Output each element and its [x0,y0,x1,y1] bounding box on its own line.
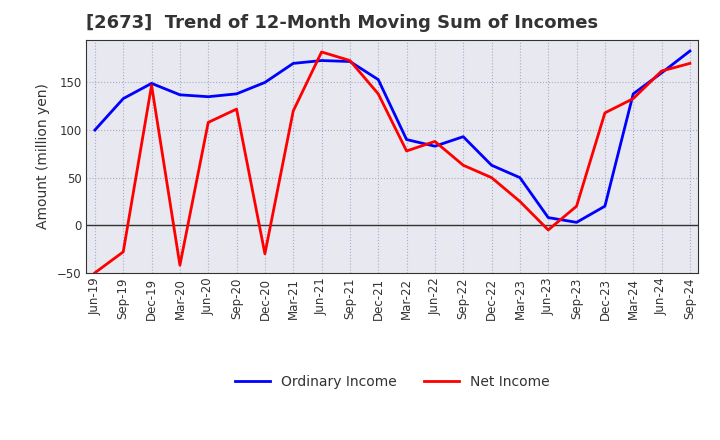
Ordinary Income [544,215,552,220]
Ordinary Income [629,91,637,96]
Ordinary Income [91,128,99,133]
Net Income [685,61,694,66]
Ordinary Income [374,77,382,82]
Net Income [346,58,354,63]
Net Income [402,148,411,154]
Ordinary Income [459,134,467,139]
Ordinary Income [318,58,326,63]
Line: Ordinary Income: Ordinary Income [95,51,690,222]
Line: Net Income: Net Income [95,52,690,273]
Ordinary Income [516,175,524,180]
Legend: Ordinary Income, Net Income: Ordinary Income, Net Income [230,369,555,394]
Ordinary Income [289,61,297,66]
Ordinary Income [148,81,156,86]
Net Income [318,49,326,55]
Ordinary Income [657,70,666,76]
Ordinary Income [487,163,496,168]
Net Income [516,199,524,204]
Net Income [233,106,241,112]
Ordinary Income [261,80,269,85]
Ordinary Income [431,143,439,149]
Ordinary Income [346,59,354,64]
Net Income [657,68,666,73]
Ordinary Income [204,94,212,99]
Net Income [289,108,297,114]
Y-axis label: Amount (million yen): Amount (million yen) [36,83,50,229]
Ordinary Income [600,204,609,209]
Net Income [91,270,99,275]
Ordinary Income [119,96,127,101]
Text: [2673]  Trend of 12-Month Moving Sum of Incomes: [2673] Trend of 12-Month Moving Sum of I… [86,15,598,33]
Ordinary Income [685,48,694,54]
Ordinary Income [572,220,581,225]
Ordinary Income [402,137,411,142]
Net Income [600,110,609,116]
Net Income [431,139,439,144]
Net Income [487,175,496,180]
Net Income [629,96,637,101]
Net Income [544,227,552,233]
Net Income [261,251,269,257]
Net Income [459,163,467,168]
Net Income [204,120,212,125]
Ordinary Income [233,91,241,96]
Net Income [374,91,382,96]
Net Income [572,204,581,209]
Net Income [148,83,156,88]
Ordinary Income [176,92,184,97]
Net Income [119,249,127,254]
Net Income [176,263,184,268]
